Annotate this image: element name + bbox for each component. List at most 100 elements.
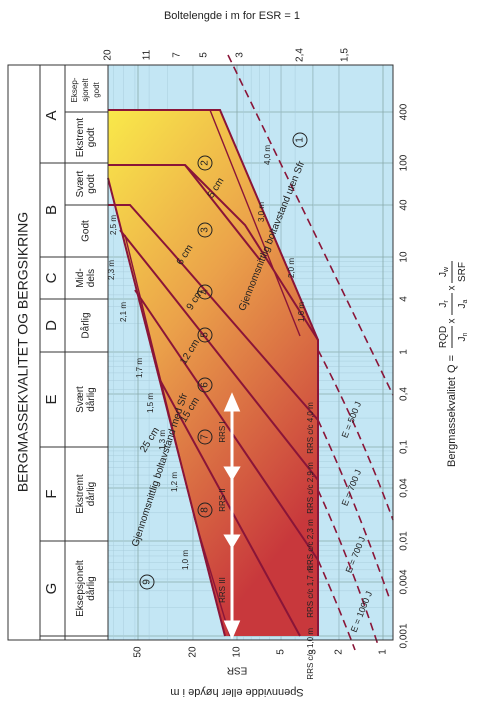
formula-symbol: SRF bbox=[457, 262, 468, 282]
class-description: godt bbox=[86, 174, 97, 194]
support-class-number: 8 bbox=[200, 507, 211, 513]
q-tick-label: 0,4 bbox=[399, 387, 410, 401]
bolt-spacing-label: 1,2 m bbox=[170, 472, 179, 492]
energy-line bbox=[317, 489, 379, 646]
support-class-number: 4 bbox=[200, 289, 211, 295]
class-description: Svært bbox=[75, 386, 86, 413]
bolt-tick-label: 2,4 bbox=[295, 48, 306, 62]
q-tick-label: 0,004 bbox=[399, 569, 410, 594]
class-description: dårlig bbox=[85, 576, 97, 600]
support-class-number: 3 bbox=[200, 227, 211, 233]
class-description: Mid- bbox=[75, 268, 86, 287]
bolt-spacing-label: 2,5 m bbox=[109, 215, 118, 235]
boundary bbox=[108, 204, 319, 421]
bolt-line bbox=[209, 109, 301, 337]
span-tick-label: 20 bbox=[188, 646, 199, 658]
class-description: sjonelt bbox=[81, 78, 90, 102]
times-sign: x bbox=[447, 286, 458, 291]
rrs-label: RRS c/c 2,9 m bbox=[306, 462, 315, 514]
bolt-spacing-label: 3,0 m bbox=[257, 202, 266, 222]
support-boundaries bbox=[107, 109, 319, 637]
class-letter: B bbox=[43, 205, 60, 215]
span-tick-label: 50 bbox=[133, 646, 144, 658]
q-tick-label: 4 bbox=[399, 296, 410, 302]
class-letter: E bbox=[43, 394, 60, 404]
support-class-circle bbox=[197, 222, 213, 238]
class-letter: G bbox=[43, 583, 60, 595]
bolt-line bbox=[124, 234, 231, 637]
support-class-number: 5 bbox=[200, 332, 211, 338]
symbol-base: J bbox=[438, 272, 449, 277]
bolt-spacing-label: 2,3 m bbox=[107, 260, 116, 280]
boundary bbox=[134, 289, 319, 561]
class-description: Dårlig bbox=[80, 312, 92, 338]
boundary bbox=[184, 164, 319, 341]
support-class-circle bbox=[139, 574, 155, 590]
symbol-sub: r bbox=[443, 300, 450, 303]
energy-line bbox=[317, 349, 394, 521]
formula-symbol: RQD bbox=[438, 326, 449, 348]
support-class-number: 2 bbox=[200, 160, 211, 166]
arrow-head bbox=[223, 392, 241, 412]
bolt-tick-label: 3 bbox=[235, 52, 246, 58]
bolt-spacing-label: 1,3 m bbox=[158, 430, 167, 450]
bolt-tick-label: 5 bbox=[199, 52, 210, 58]
symbol-base: RQD bbox=[438, 326, 449, 348]
support-class-circle bbox=[292, 132, 308, 148]
arrow-head bbox=[223, 620, 241, 640]
bottom-axis-subtitle: ESR bbox=[227, 664, 248, 675]
class-description: Godt bbox=[81, 220, 92, 242]
q-tick-label: 400 bbox=[399, 103, 410, 120]
bolt-length-limit bbox=[227, 54, 394, 396]
class-description: Eksepsjonelt bbox=[75, 560, 86, 617]
boundary bbox=[108, 109, 319, 636]
support-class-circle bbox=[197, 327, 213, 343]
symbol-base: J bbox=[438, 303, 449, 308]
q-tick-label: 40 bbox=[399, 199, 410, 211]
rrs-label: RRS c/c 1,0 m bbox=[306, 628, 315, 680]
bolt-spacing-label: 2,0 m bbox=[287, 258, 296, 278]
class-description: Svært bbox=[75, 170, 86, 197]
symbol-base: SRF bbox=[457, 262, 468, 282]
class-description: godt bbox=[92, 81, 101, 97]
q-tick-label: 0,1 bbox=[399, 440, 410, 454]
span-tick-label: 2 bbox=[334, 649, 345, 655]
formula-symbol: Jr bbox=[438, 300, 450, 308]
dashed-lines bbox=[227, 54, 394, 651]
boundary bbox=[119, 229, 319, 481]
class-description: Ekstremt bbox=[75, 118, 86, 158]
rrs-class-label: RRS I bbox=[218, 421, 227, 442]
bolt-spacing-label: 1,7 m bbox=[135, 358, 144, 378]
class-description: Eksep- bbox=[70, 77, 79, 102]
q-tick-label: 0,001 bbox=[399, 623, 410, 648]
symbol-sub: n bbox=[462, 332, 469, 336]
q-tick-label: 10 bbox=[399, 251, 410, 263]
support-zone bbox=[108, 110, 318, 636]
symbol-base: J bbox=[457, 303, 468, 308]
energy-line bbox=[317, 419, 391, 601]
formula-symbol: Ja bbox=[457, 299, 469, 308]
span-tick-label: 1 bbox=[378, 649, 389, 655]
bolt-tick-label: 11 bbox=[142, 49, 153, 60]
support-class-circle bbox=[197, 429, 213, 445]
rrs-label: RRS c/c 4,0 m bbox=[306, 402, 315, 454]
arrow-head bbox=[223, 466, 241, 481]
bolt-tick-label: 20 bbox=[103, 49, 114, 61]
bolt-spacing-label: 1,5 m bbox=[146, 393, 155, 413]
class-description: dels bbox=[86, 269, 97, 287]
class-description: Ekstremt bbox=[75, 474, 86, 514]
formula-symbol: Jw bbox=[438, 266, 450, 277]
support-class-circle bbox=[197, 502, 213, 518]
bolt-spacing-label: 4,0 m bbox=[263, 145, 272, 165]
class-letter: D bbox=[43, 320, 60, 331]
bottom-axis-title: Spennvidde eller høyde i m bbox=[170, 686, 303, 698]
top-axis-title: Boltelengde i m for ESR = 1 bbox=[164, 10, 300, 22]
bolt-spacing-label: 2,1 m bbox=[119, 302, 128, 322]
rrs-label: RRS c/c 1,7 m bbox=[306, 566, 315, 618]
bolt-tick-label: 1,5 bbox=[340, 48, 351, 62]
times-sign: x bbox=[447, 319, 458, 324]
rrs-label: RRS c/c 2,3 m bbox=[306, 519, 315, 571]
bolt-spacing-label: 1,6 m bbox=[297, 302, 306, 322]
